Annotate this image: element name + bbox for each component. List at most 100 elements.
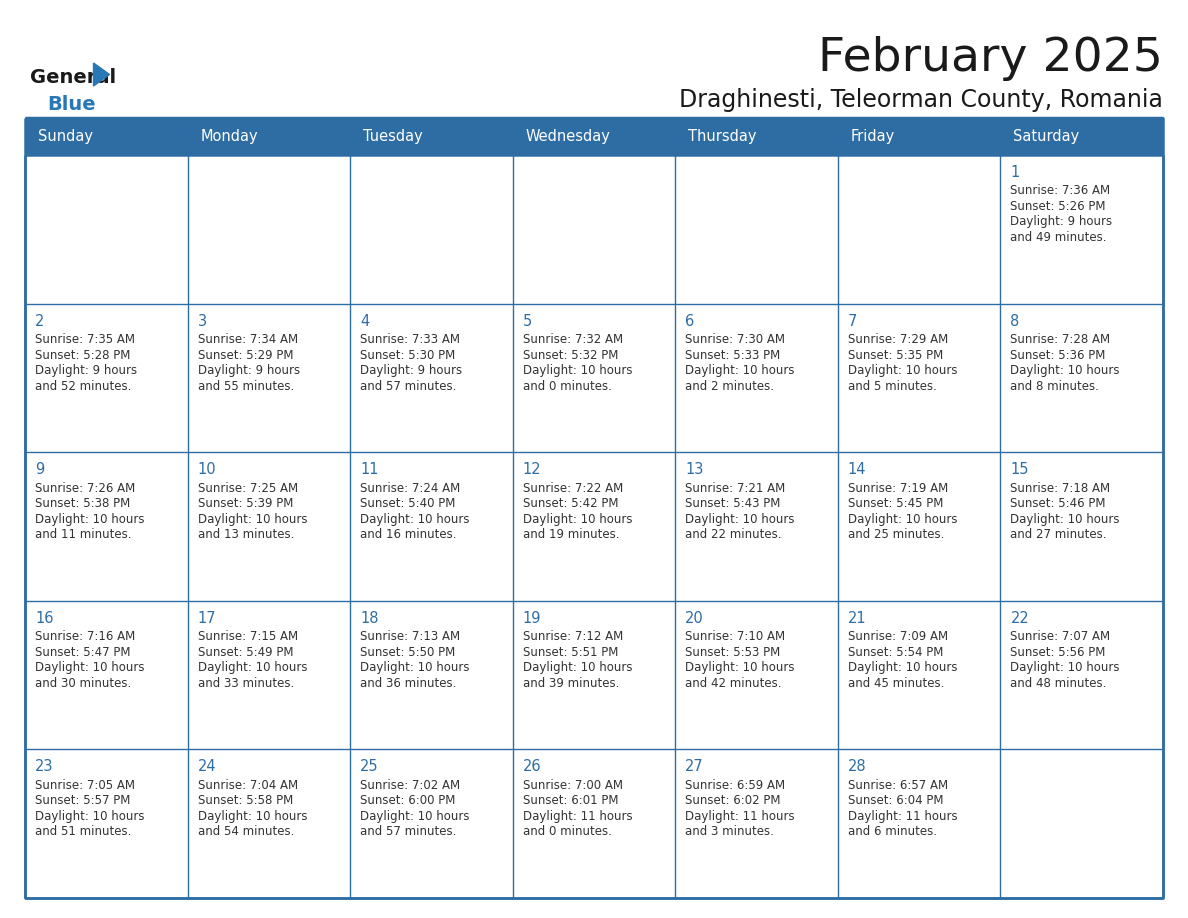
Text: 4: 4	[360, 314, 369, 329]
Bar	[675, 155, 838, 304]
Text: and 45 minutes.: and 45 minutes.	[848, 677, 944, 689]
Text: and 19 minutes.: and 19 minutes.	[523, 528, 619, 542]
Bar	[188, 453, 350, 600]
Text: Sunset: 5:32 PM: Sunset: 5:32 PM	[523, 349, 618, 362]
Text: Sunset: 6:02 PM: Sunset: 6:02 PM	[685, 794, 781, 808]
Text: Sunrise: 7:33 AM: Sunrise: 7:33 AM	[360, 333, 460, 346]
Text: Daylight: 10 hours: Daylight: 10 hours	[523, 512, 632, 526]
Text: Sunrise: 7:16 AM: Sunrise: 7:16 AM	[34, 631, 135, 644]
Text: Tuesday: Tuesday	[364, 129, 423, 144]
Text: and 5 minutes.: and 5 minutes.	[848, 380, 936, 393]
Text: Sunrise: 7:07 AM: Sunrise: 7:07 AM	[1011, 631, 1111, 644]
Text: Sunset: 5:36 PM: Sunset: 5:36 PM	[1011, 349, 1106, 362]
Text: and 48 minutes.: and 48 minutes.	[1011, 677, 1107, 689]
Bar	[350, 600, 513, 749]
Text: Sunrise: 7:30 AM: Sunrise: 7:30 AM	[685, 333, 785, 346]
Text: and 51 minutes.: and 51 minutes.	[34, 825, 132, 838]
Text: Sunset: 5:40 PM: Sunset: 5:40 PM	[360, 498, 455, 510]
Text: Sunrise: 7:35 AM: Sunrise: 7:35 AM	[34, 333, 135, 346]
Text: Sunrise: 7:12 AM: Sunrise: 7:12 AM	[523, 631, 623, 644]
Text: and 36 minutes.: and 36 minutes.	[360, 677, 456, 689]
Text: Daylight: 9 hours: Daylight: 9 hours	[197, 364, 299, 377]
Text: Daylight: 10 hours: Daylight: 10 hours	[848, 661, 958, 675]
Text: Daylight: 10 hours: Daylight: 10 hours	[197, 810, 307, 823]
Text: Daylight: 10 hours: Daylight: 10 hours	[360, 810, 469, 823]
Bar	[513, 749, 675, 898]
Bar	[675, 453, 838, 600]
Text: Daylight: 10 hours: Daylight: 10 hours	[848, 512, 958, 526]
Text: 1: 1	[1011, 165, 1019, 180]
Bar	[838, 453, 1000, 600]
Text: 23: 23	[34, 759, 53, 775]
Bar	[1000, 155, 1163, 304]
Text: Sunset: 5:35 PM: Sunset: 5:35 PM	[848, 349, 943, 362]
Text: Sunset: 5:26 PM: Sunset: 5:26 PM	[1011, 200, 1106, 213]
Text: and 30 minutes.: and 30 minutes.	[34, 677, 131, 689]
Bar	[350, 118, 513, 155]
Text: Daylight: 11 hours: Daylight: 11 hours	[523, 810, 632, 823]
Text: 7: 7	[848, 314, 858, 329]
Text: 8: 8	[1011, 314, 1019, 329]
Text: February 2025: February 2025	[819, 36, 1163, 81]
Bar	[675, 304, 838, 453]
Text: Sunset: 5:56 PM: Sunset: 5:56 PM	[1011, 645, 1106, 659]
Bar	[25, 118, 188, 155]
Text: and 49 minutes.: and 49 minutes.	[1011, 231, 1107, 244]
Text: and 2 minutes.: and 2 minutes.	[685, 380, 775, 393]
Text: and 8 minutes.: and 8 minutes.	[1011, 380, 1099, 393]
Text: Sunset: 5:38 PM: Sunset: 5:38 PM	[34, 498, 131, 510]
Text: Sunset: 5:58 PM: Sunset: 5:58 PM	[197, 794, 292, 808]
Text: 13: 13	[685, 462, 703, 477]
Bar	[25, 749, 188, 898]
Text: Daylight: 10 hours: Daylight: 10 hours	[34, 810, 145, 823]
Text: Daylight: 10 hours: Daylight: 10 hours	[685, 512, 795, 526]
Bar	[25, 453, 188, 600]
Text: 16: 16	[34, 610, 53, 626]
Text: Sunrise: 7:21 AM: Sunrise: 7:21 AM	[685, 482, 785, 495]
Text: Sunset: 5:39 PM: Sunset: 5:39 PM	[197, 498, 293, 510]
Text: Thursday: Thursday	[688, 129, 757, 144]
Text: Daylight: 10 hours: Daylight: 10 hours	[360, 661, 469, 675]
Text: Sunset: 5:51 PM: Sunset: 5:51 PM	[523, 645, 618, 659]
Bar	[838, 749, 1000, 898]
Text: 12: 12	[523, 462, 542, 477]
Text: 25: 25	[360, 759, 379, 775]
Text: Sunrise: 7:10 AM: Sunrise: 7:10 AM	[685, 631, 785, 644]
Text: 2: 2	[34, 314, 44, 329]
Text: Sunset: 5:42 PM: Sunset: 5:42 PM	[523, 498, 618, 510]
Text: Sunrise: 7:18 AM: Sunrise: 7:18 AM	[1011, 482, 1111, 495]
Bar	[350, 304, 513, 453]
Bar	[675, 749, 838, 898]
Text: Sunset: 5:43 PM: Sunset: 5:43 PM	[685, 498, 781, 510]
Bar	[1000, 304, 1163, 453]
Bar	[1000, 749, 1163, 898]
Bar	[513, 155, 675, 304]
Bar	[25, 155, 188, 304]
Text: Sunday: Sunday	[38, 129, 93, 144]
Text: Daylight: 10 hours: Daylight: 10 hours	[1011, 661, 1120, 675]
Polygon shape	[94, 63, 109, 86]
Text: Sunset: 5:45 PM: Sunset: 5:45 PM	[848, 498, 943, 510]
Text: Sunrise: 7:13 AM: Sunrise: 7:13 AM	[360, 631, 460, 644]
Text: and 22 minutes.: and 22 minutes.	[685, 528, 782, 542]
Text: Sunrise: 7:34 AM: Sunrise: 7:34 AM	[197, 333, 298, 346]
Text: Sunrise: 6:59 AM: Sunrise: 6:59 AM	[685, 778, 785, 792]
Text: Sunset: 6:00 PM: Sunset: 6:00 PM	[360, 794, 455, 808]
Text: Daylight: 10 hours: Daylight: 10 hours	[685, 364, 795, 377]
Text: Sunrise: 7:19 AM: Sunrise: 7:19 AM	[848, 482, 948, 495]
Text: Sunrise: 7:05 AM: Sunrise: 7:05 AM	[34, 778, 135, 792]
Text: Daylight: 9 hours: Daylight: 9 hours	[1011, 216, 1112, 229]
Bar	[675, 600, 838, 749]
Bar	[838, 155, 1000, 304]
Text: Sunset: 5:46 PM: Sunset: 5:46 PM	[1011, 498, 1106, 510]
Text: Sunrise: 7:26 AM: Sunrise: 7:26 AM	[34, 482, 135, 495]
Text: Daylight: 10 hours: Daylight: 10 hours	[685, 661, 795, 675]
Text: Sunset: 5:57 PM: Sunset: 5:57 PM	[34, 794, 131, 808]
Text: Sunset: 5:50 PM: Sunset: 5:50 PM	[360, 645, 455, 659]
Bar	[188, 749, 350, 898]
Text: 17: 17	[197, 610, 216, 626]
Bar	[675, 118, 838, 155]
Text: Sunrise: 7:02 AM: Sunrise: 7:02 AM	[360, 778, 460, 792]
Text: Daylight: 10 hours: Daylight: 10 hours	[1011, 364, 1120, 377]
Text: and 54 minutes.: and 54 minutes.	[197, 825, 293, 838]
